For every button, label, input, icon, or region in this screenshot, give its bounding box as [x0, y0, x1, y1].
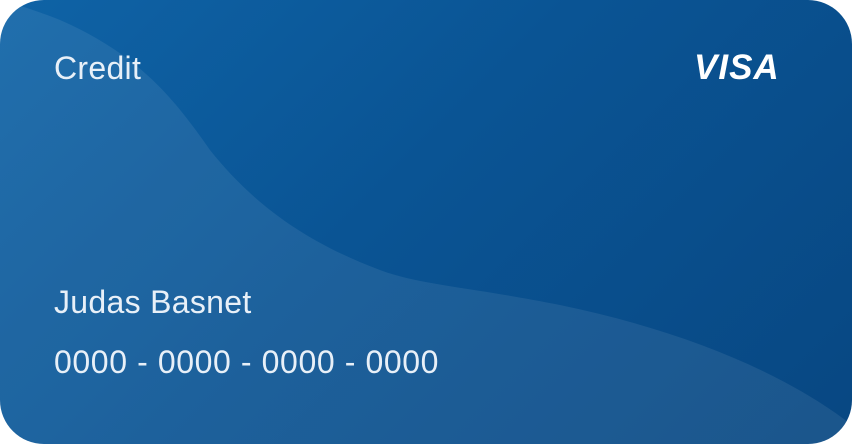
visa-logo-icon: VISA — [694, 48, 780, 87]
card-type-label: Credit — [54, 50, 142, 86]
card-holder-name: Judas Basnet — [54, 284, 252, 320]
card-number: 0000 - 0000 - 0000 - 0000 — [54, 344, 440, 380]
